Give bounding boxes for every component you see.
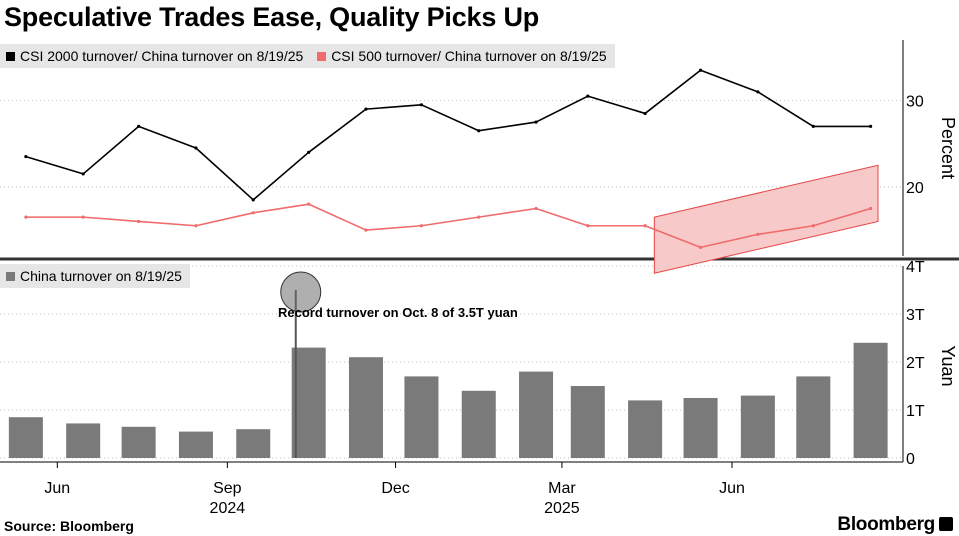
legend-swatch-turnover [6,272,15,281]
point-csi2000 [869,124,873,128]
y-axis-title-bottom: Yuan [938,345,958,386]
y-tick-label-bottom: 1T [906,403,925,420]
bar-turnover [236,429,271,458]
x-tick-label-month: Mar [548,480,576,497]
point-csi2000 [586,94,590,98]
bar-turnover [291,347,326,458]
x-tick-label-year: 2025 [544,500,580,517]
point-csi500 [24,215,28,219]
x-tick-label-year: 2024 [210,500,246,517]
point-csi2000 [364,107,368,111]
y-tick-label-bottom: 2T [906,355,925,372]
point-csi500 [137,219,141,224]
point-csi2000 [251,198,255,202]
bar-turnover [570,386,605,458]
bar-turnover [740,395,775,458]
legend-label-csi2000: CSI 2000 turnover/ China turnover on 8/1… [20,48,304,64]
bar-turnover [178,431,213,458]
legend-swatch-csi500 [317,52,327,61]
bar-turnover [628,400,663,458]
point-csi2000 [81,172,85,176]
y-tick-label-top: 30 [906,93,924,110]
highlight-band [653,164,879,274]
record-highlight-circle [280,271,322,313]
point-csi500 [364,228,368,232]
bar-turnover [8,417,43,458]
bar-turnover [121,426,156,458]
bar-turnover [853,342,888,458]
point-csi2000 [419,103,424,107]
bar-record-spike [294,290,297,458]
point-csi500 [869,206,873,211]
x-tick-label-month: Jun [719,480,745,497]
bar-turnover [66,423,101,458]
bar-turnover [683,398,718,458]
point-csi500 [643,224,647,228]
point-csi2000 [534,120,538,124]
point-csi2000 [756,90,760,94]
point-csi500 [586,224,590,228]
legend-swatch-csi2000 [6,52,15,61]
bar-turnover [796,376,831,458]
bar-turnover [404,376,439,458]
legend-label-turnover: China turnover on 8/19/25 [20,268,182,284]
point-csi2000 [194,146,198,150]
point-csi500 [756,232,760,236]
x-tick-label-month: Sep [213,480,242,497]
source-note: Source: Bloomberg [4,518,134,534]
bar-turnover [348,357,383,458]
point-csi500 [194,224,198,228]
x-tick-label-month: Dec [381,480,409,497]
point-csi500 [251,211,255,215]
brand-logo: Bloomberg [837,514,953,536]
point-csi500 [811,224,815,228]
point-csi2000 [307,150,311,154]
point-csi2000 [24,155,28,159]
point-csi500 [81,215,85,219]
y-axis-title-top: Percent [938,117,958,179]
point-csi2000 [137,124,141,128]
line-csi500 [25,203,871,249]
point-csi2000 [477,129,481,133]
point-csi2000 [811,124,815,128]
y-tick-label-top: 20 [906,180,924,197]
legend-bottom: China turnover on 8/19/25 [0,264,190,288]
bar-turnover [519,371,554,458]
brand-name: Bloomberg [837,514,935,535]
y-tick-label-bottom: 4T [906,259,925,276]
point-csi2000 [698,68,703,72]
point-csi2000 [643,111,647,116]
legend-label-csi500: CSI 500 turnover/ China turnover on 8/19… [331,48,607,64]
bar-turnover [461,390,496,458]
point-csi500 [419,224,424,228]
line-csi2000 [25,69,871,201]
chart-title: Speculative Trades Ease, Quality Picks U… [4,2,540,32]
bloomberg-mark-icon [939,517,953,531]
x-tick-label-month: Jun [44,480,70,497]
point-csi500 [307,202,311,206]
point-csi500 [477,215,481,219]
y-tick-label-bottom: 0 [906,451,915,468]
legend-top: CSI 2000 turnover/ China turnover on 8/1… [0,44,615,68]
annotation-record-turnover: Record turnover on Oct. 8 of 3.5T yuan [278,305,518,320]
y-tick-label-bottom: 3T [906,307,925,324]
point-csi500 [698,245,703,249]
point-csi500 [534,206,538,211]
